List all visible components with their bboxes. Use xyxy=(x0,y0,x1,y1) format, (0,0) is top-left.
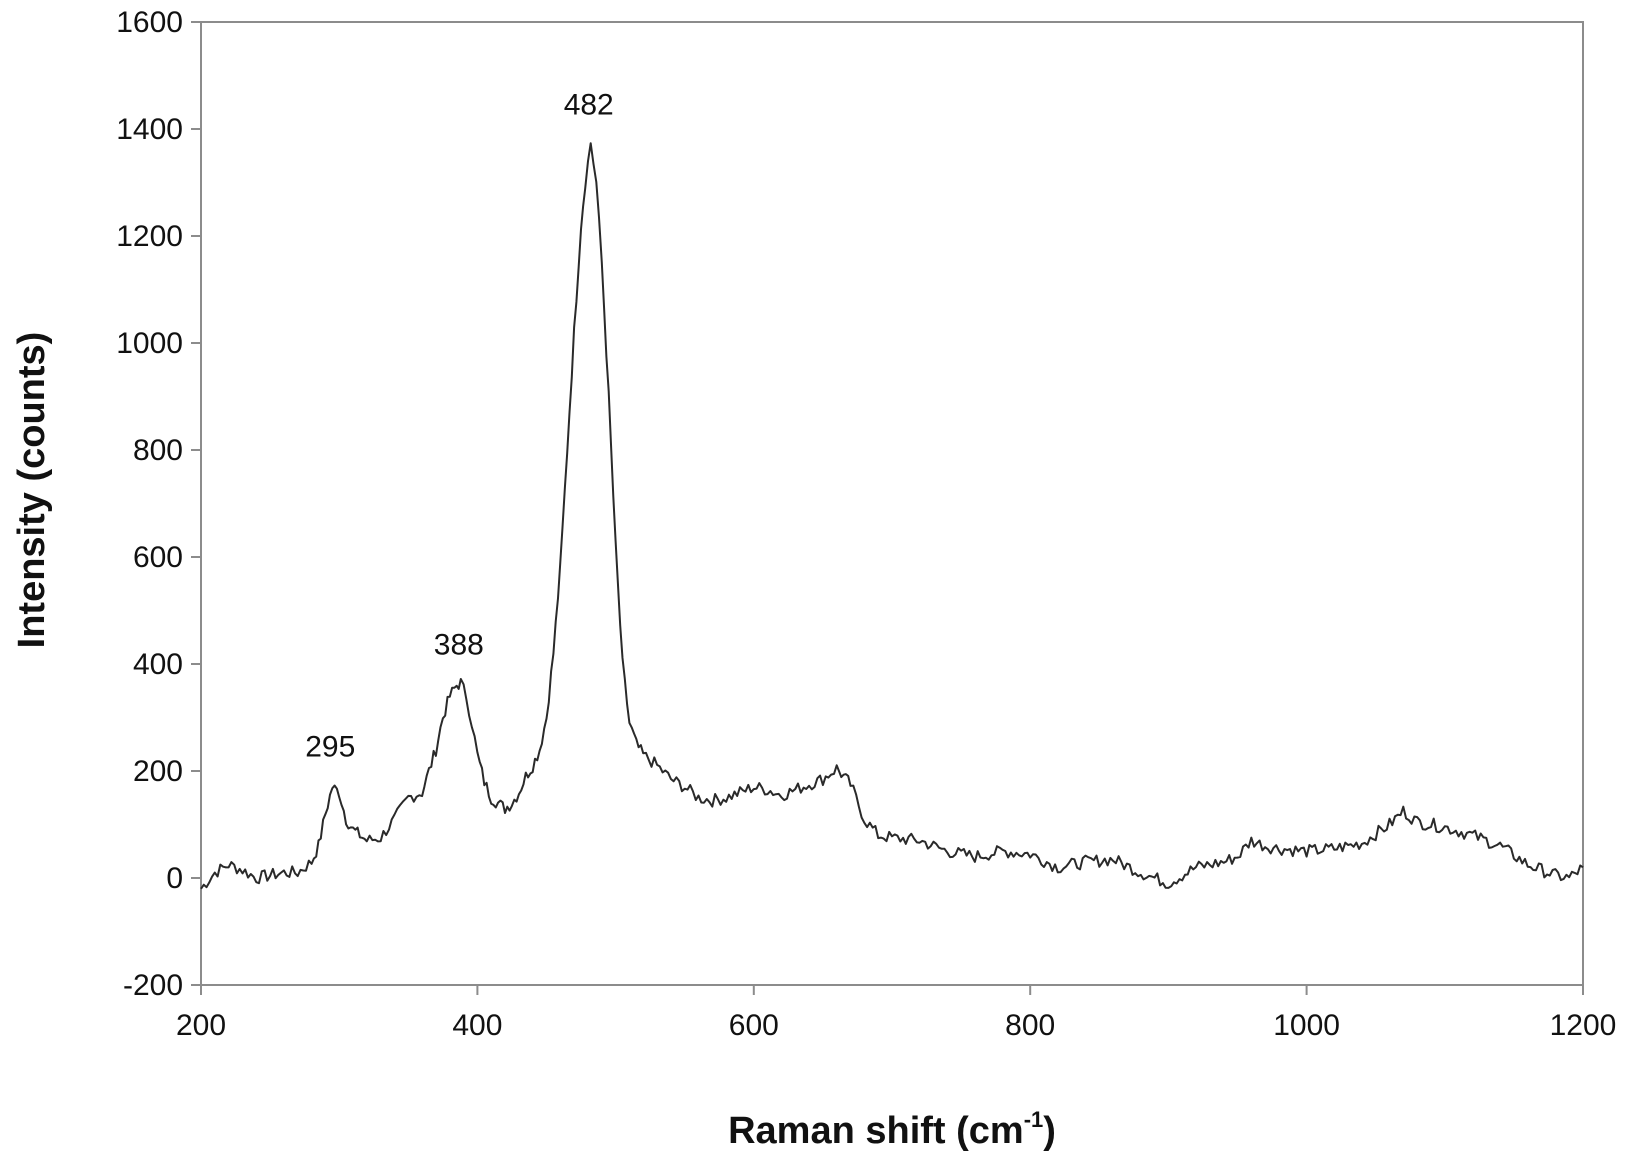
x-tick-label: 800 xyxy=(1005,1009,1055,1042)
y-tick-label: 1400 xyxy=(116,113,183,146)
x-axis-title-main: Raman shift (cm xyxy=(728,1110,1024,1152)
peak-label-295: 295 xyxy=(305,730,355,763)
y-tick-label: 600 xyxy=(133,541,183,574)
x-tick-label: 1000 xyxy=(1273,1009,1340,1042)
y-axis-ticks: -200 0 200 400 600 800 1000 1200 1400 1600 xyxy=(116,6,201,1002)
x-axis-title-end: ) xyxy=(1043,1110,1056,1152)
x-axis-ticks: 200 400 600 800 1000 1200 xyxy=(176,985,1616,1042)
x-tick-label: 600 xyxy=(729,1009,779,1042)
y-tick-label: -200 xyxy=(123,969,183,1002)
y-tick-label: 400 xyxy=(133,648,183,681)
peak-label-482: 482 xyxy=(564,88,614,121)
y-tick-label: 1600 xyxy=(116,6,183,39)
y-tick-label: 200 xyxy=(133,755,183,788)
x-tick-label: 400 xyxy=(452,1009,502,1042)
peak-label-388: 388 xyxy=(434,629,484,662)
x-tick-label: 200 xyxy=(176,1009,226,1042)
y-tick-label: 800 xyxy=(133,434,183,467)
x-axis-title-superscript: -1 xyxy=(1024,1107,1044,1132)
spectrum-line xyxy=(200,142,1584,890)
y-axis-title: Intensity (counts) xyxy=(11,332,53,649)
y-tick-label: 0 xyxy=(166,862,183,895)
y-tick-label: 1200 xyxy=(116,220,183,253)
x-tick-label: 1200 xyxy=(1550,1009,1617,1042)
y-tick-label: 1000 xyxy=(116,327,183,360)
plot-area xyxy=(200,21,1584,986)
x-axis-title: Raman shift (cm-1) xyxy=(728,1107,1056,1152)
peak-annotations: 295 388 482 xyxy=(305,88,613,763)
